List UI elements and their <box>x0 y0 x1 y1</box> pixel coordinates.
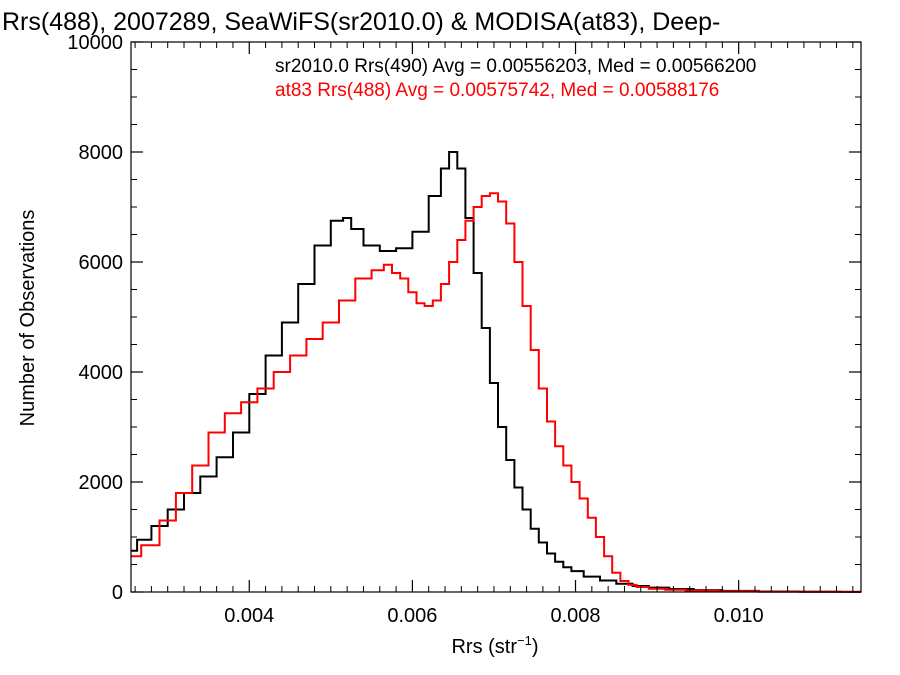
series-line-0 <box>131 151 861 593</box>
x-tick-label: 0.010 <box>714 605 764 627</box>
y-tick-label: 6000 <box>79 252 124 274</box>
plot-area: 0.004 0.006 0.008 0.010 0 2000 4000 6000 8000 100… <box>67 32 862 627</box>
y-tick-label: 4000 <box>79 362 124 384</box>
series-line-1 <box>131 192 861 593</box>
chart-title: Rrs(488), 2007289, SeaWiFS(sr2010.0) & M… <box>2 8 720 36</box>
plot-frame <box>130 41 862 593</box>
y-tick-label: 8000 <box>79 142 124 164</box>
y-axis-label: Number of Observations <box>17 210 39 427</box>
x-axis-label-exponent: −1 <box>517 633 532 648</box>
y-tick-label: 10000 <box>67 32 123 54</box>
annotation-seawifs-stats: sr2010.0 Rrs(490) Avg = 0.00556203, Med … <box>275 56 756 77</box>
y-tick-label: 2000 <box>79 472 124 494</box>
y-tick-label: 0 <box>112 582 123 604</box>
x-axis-label: Rrs (str−1) <box>451 633 538 658</box>
x-tick-label: 0.008 <box>550 605 600 627</box>
x-axis-label-close: ) <box>532 636 539 658</box>
x-axis-label-main: Rrs (str <box>451 636 517 658</box>
x-tick-label: 0.006 <box>387 605 437 627</box>
annotation-modisa-stats: at83 Rrs(488) Avg = 0.00575742, Med = 0.… <box>275 80 719 101</box>
x-tick-label: 0.004 <box>224 605 274 627</box>
